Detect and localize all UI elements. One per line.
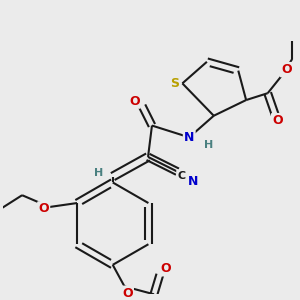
Text: N: N: [184, 131, 194, 144]
Text: O: O: [129, 94, 140, 107]
Text: O: O: [122, 287, 133, 300]
Text: H: H: [204, 140, 214, 150]
Text: S: S: [170, 77, 179, 90]
Text: C: C: [177, 171, 185, 181]
Text: H: H: [94, 168, 103, 178]
Text: O: O: [160, 262, 171, 275]
Text: O: O: [38, 202, 49, 215]
Text: O: O: [272, 114, 283, 127]
Text: N: N: [188, 175, 198, 188]
Text: O: O: [281, 63, 292, 76]
